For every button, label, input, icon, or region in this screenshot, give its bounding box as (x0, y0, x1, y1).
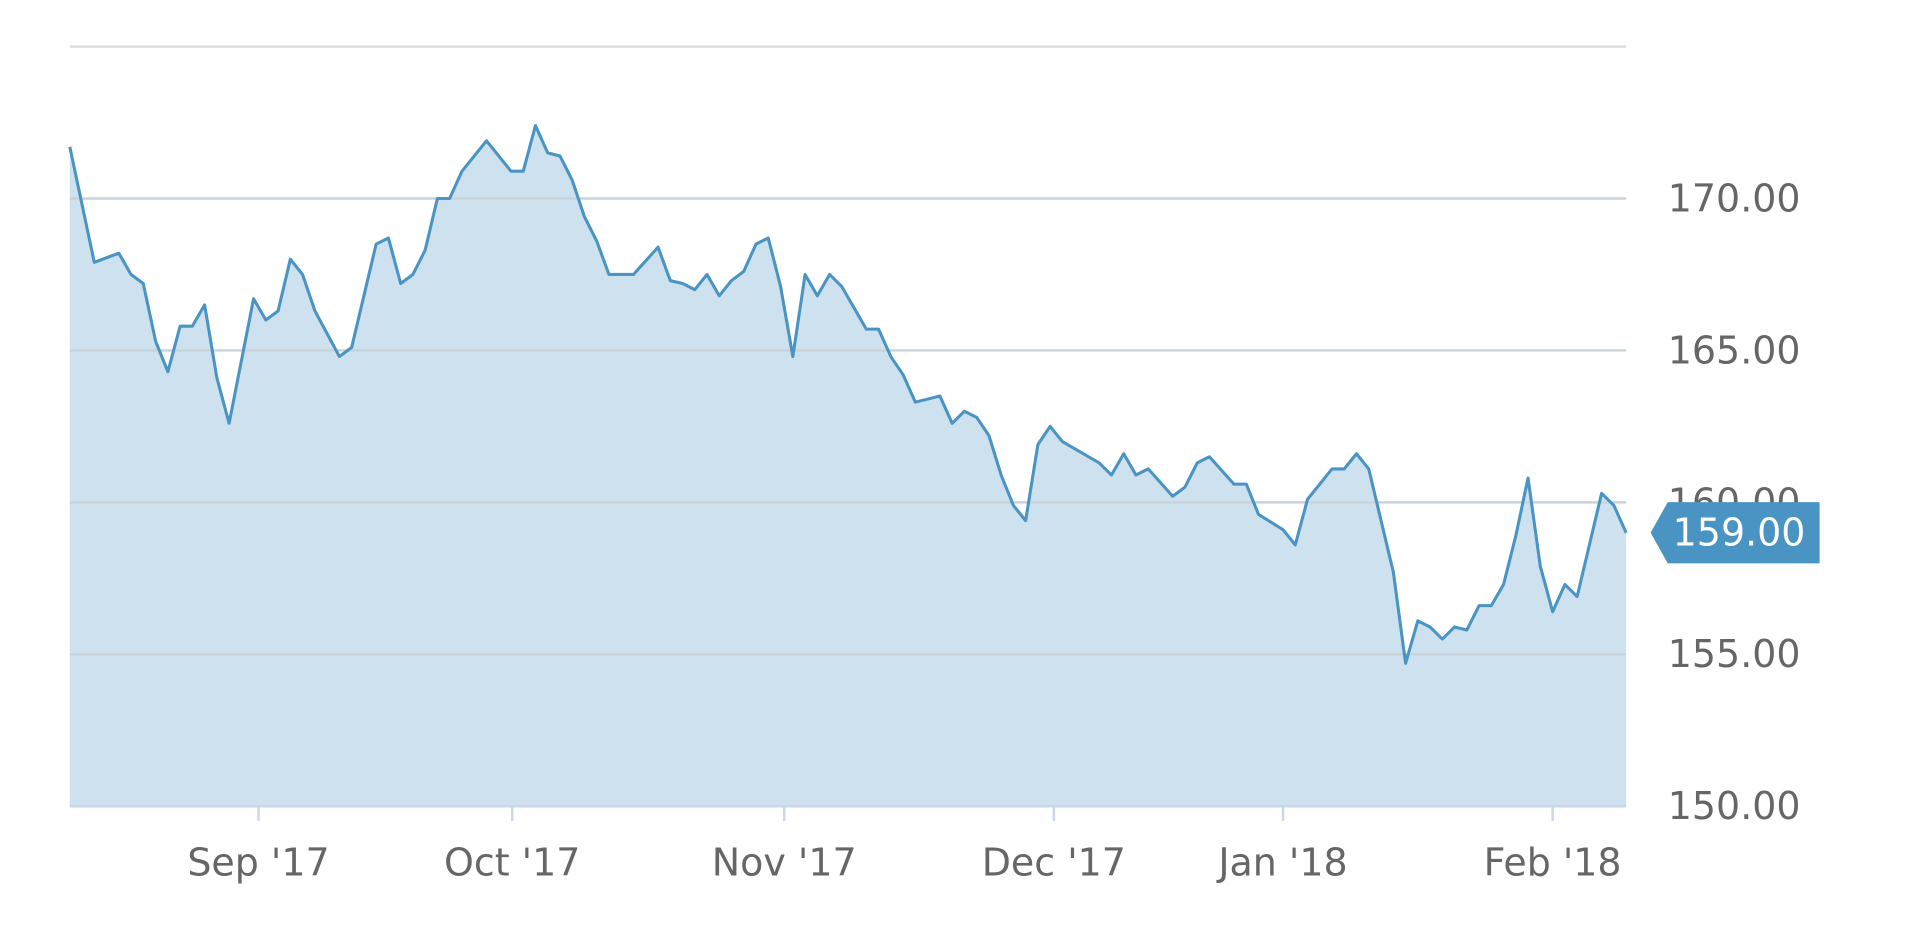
x-tick-label: Oct '17 (444, 841, 580, 885)
x-tick-label: Jan '18 (1216, 841, 1347, 885)
y-tick-label: 150.00 (1668, 784, 1801, 828)
x-tick-label: Dec '17 (982, 841, 1126, 885)
current-price-label: 159.00 (1673, 511, 1806, 555)
y-tick-label: 155.00 (1668, 632, 1801, 676)
price-line (68, 124, 1628, 665)
area-fill (69, 125, 1627, 807)
x-tick-label: Sep '17 (187, 841, 329, 885)
y-tick-label: 170.00 (1668, 176, 1801, 220)
x-tick-label: Nov '17 (712, 841, 857, 885)
current-price-marker (1650, 502, 1820, 564)
y-tick-label: 165.00 (1668, 328, 1801, 372)
x-tick-label: Feb '18 (1484, 841, 1622, 885)
current-price-tag: 159.00 (1650, 502, 1820, 564)
